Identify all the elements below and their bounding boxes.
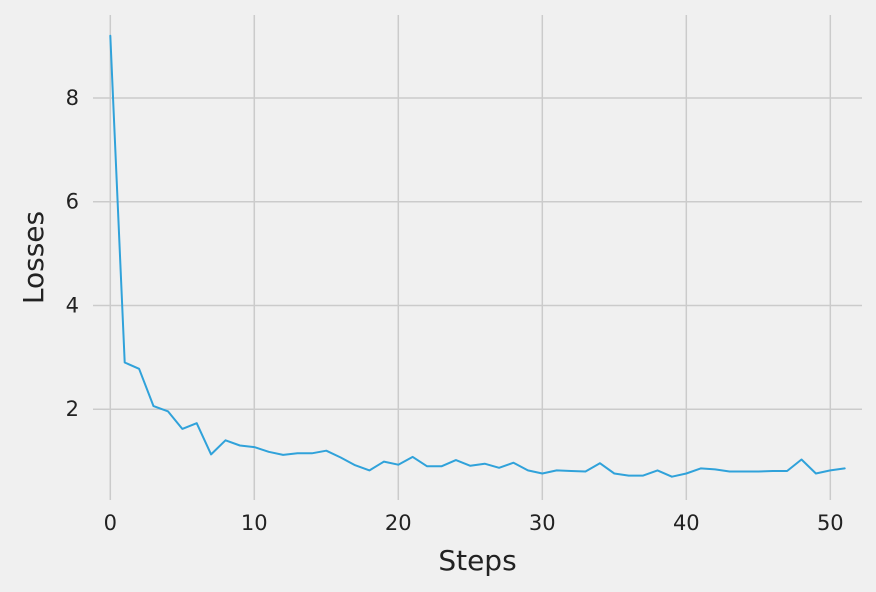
y-tick-label: 2 bbox=[66, 397, 79, 421]
y-tick-label: 4 bbox=[66, 293, 79, 317]
x-axis-label: Steps bbox=[438, 544, 516, 577]
loss-series-line bbox=[109, 34, 846, 478]
y-tick-label: 6 bbox=[66, 190, 79, 214]
series-group bbox=[109, 34, 846, 478]
grid bbox=[93, 15, 862, 500]
x-tick-label: 20 bbox=[385, 511, 412, 535]
x-tick-label: 0 bbox=[104, 511, 117, 535]
y-tick-labels: 2 4 6 8 bbox=[66, 86, 79, 421]
y-axis-label: Losses bbox=[17, 211, 50, 304]
x-tick-label: 30 bbox=[529, 511, 556, 535]
x-tick-label: 10 bbox=[241, 511, 268, 535]
x-tick-labels: 0 10 20 30 40 50 bbox=[104, 511, 844, 535]
x-tick-label: 40 bbox=[673, 511, 700, 535]
x-tick-label: 50 bbox=[817, 511, 844, 535]
y-tick-label: 8 bbox=[66, 86, 79, 110]
